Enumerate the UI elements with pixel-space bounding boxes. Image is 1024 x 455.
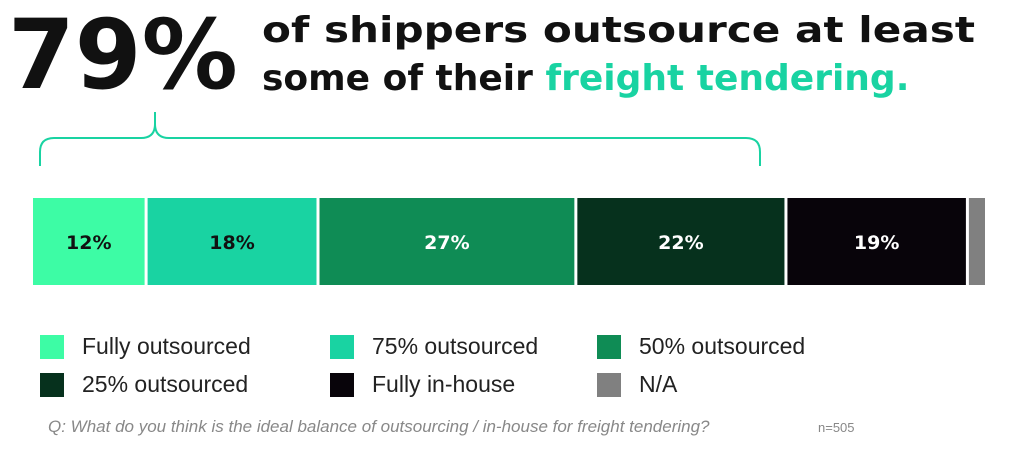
legend-label: 50% outsourced bbox=[639, 333, 805, 359]
legend-swatch bbox=[330, 373, 354, 397]
legend-label: Fully outsourced bbox=[82, 333, 251, 359]
bar-segment bbox=[787, 198, 966, 285]
bar-segment bbox=[33, 198, 145, 285]
question: Q: What do you think is the ideal balanc… bbox=[48, 417, 710, 436]
value-label: 22% bbox=[658, 232, 703, 254]
sample-size: n=505 bbox=[818, 420, 855, 435]
legend-swatch bbox=[597, 373, 621, 397]
bar-segment bbox=[147, 198, 317, 285]
headline-line: some of their freight tendering. bbox=[262, 58, 909, 99]
legend-label: N/A bbox=[639, 371, 678, 397]
legend-label: Fully in-house bbox=[372, 371, 515, 397]
value-label: 18% bbox=[209, 232, 254, 254]
bar-segment bbox=[577, 198, 785, 285]
headline-highlight: freight tendering. bbox=[545, 58, 909, 99]
bar-segment bbox=[319, 198, 575, 285]
legend-label: 75% outsourced bbox=[372, 333, 538, 359]
brace bbox=[39, 112, 761, 166]
headline-line: of shippers outsource at least bbox=[262, 10, 975, 51]
headline-stat: 79% bbox=[8, 0, 238, 111]
legend-swatch bbox=[40, 335, 64, 359]
legend-swatch bbox=[40, 373, 64, 397]
value-label: 12% bbox=[66, 232, 111, 254]
value-label: 27% bbox=[424, 232, 469, 254]
legend-swatch bbox=[597, 335, 621, 359]
value-label: 19% bbox=[854, 232, 899, 254]
legend-label: 25% outsourced bbox=[82, 371, 248, 397]
headline-text: some of their bbox=[262, 58, 533, 99]
legend-swatch bbox=[330, 335, 354, 359]
bar-segment bbox=[968, 198, 985, 285]
